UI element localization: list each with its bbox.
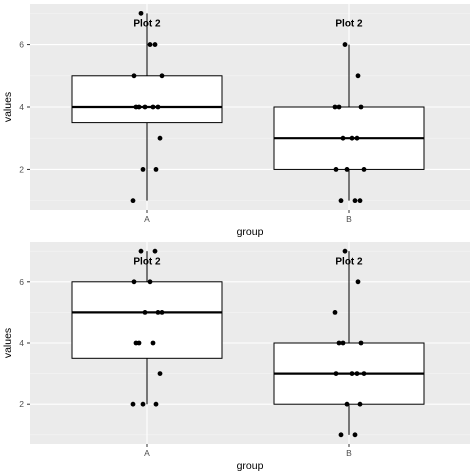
data-point [157,135,163,141]
data-point [130,401,136,407]
x-tick-label: A [144,448,150,458]
chart-panel-1: 2 4 6 A B Plot 2 Plot 2 group values [2,4,470,238]
data-point [340,135,346,141]
annotation-label: Plot 2 [133,256,161,267]
y-tick-label: 6 [19,40,24,50]
annotation-label: Plot 2 [133,19,161,30]
y-tick-label: 4 [19,338,24,348]
data-point [344,167,350,172]
data-point [152,248,158,254]
chart-panel-2: 2 4 6 A B Plot 2 Plot 2 group values [2,242,470,471]
data-point [354,135,360,141]
data-point [342,42,348,47]
data-point [352,198,358,204]
data-point [152,42,158,47]
data-point [150,340,156,346]
data-point [136,104,142,110]
data-point [338,198,344,204]
data-point [355,279,361,285]
y-tick-label: 4 [19,102,24,112]
data-point [138,248,144,254]
box-iqr [71,281,223,359]
x-tick-label: A [144,214,150,224]
data-point [332,309,338,315]
data-point [338,432,344,438]
data-point [130,198,136,204]
data-point [342,248,348,254]
data-point [349,135,355,141]
x-axis-title: group [237,226,264,238]
boxplot-B [273,251,425,435]
data-point [349,371,355,377]
x-tick-label: B [346,448,352,458]
data-point [159,309,165,315]
y-axis-title: values [2,92,14,122]
data-point [332,104,338,110]
annotation-label: Plot 2 [335,256,363,267]
data-point [336,340,342,346]
annotation-label: Plot 2 [335,19,363,30]
data-point [340,340,346,346]
y-tick-label: 6 [19,277,24,287]
y-axis-title: values [2,328,14,358]
data-point [361,371,367,377]
data-point [357,401,363,407]
data-point [131,279,137,285]
data-point [153,167,159,172]
data-point [140,401,146,407]
x-axis-title: group [237,460,264,471]
data-point [354,371,360,377]
data-point [142,104,148,110]
data-point [150,104,156,110]
data-point [157,371,163,377]
data-point [357,198,363,204]
data-point [140,167,146,172]
data-point [344,401,350,407]
data-point [333,167,339,172]
data-point [159,73,165,79]
box-iqr [71,75,223,124]
data-point [155,104,161,110]
data-point [358,104,364,110]
y-tick-label: 2 [19,164,24,174]
data-point [358,340,364,346]
data-point [153,401,159,407]
y-tick-label: 2 [19,399,24,409]
data-point [131,73,137,79]
data-point [138,10,144,16]
data-point [361,167,367,172]
data-point [352,432,358,438]
x-tick-label: B [346,214,352,224]
data-point [333,371,339,377]
data-point [147,279,153,285]
boxplot-A [71,13,223,201]
data-point [155,309,161,315]
data-point [136,340,142,346]
data-point [142,309,148,315]
data-point [147,42,153,47]
data-point [355,73,361,79]
data-point [336,104,342,110]
boxplot-A [71,251,223,405]
